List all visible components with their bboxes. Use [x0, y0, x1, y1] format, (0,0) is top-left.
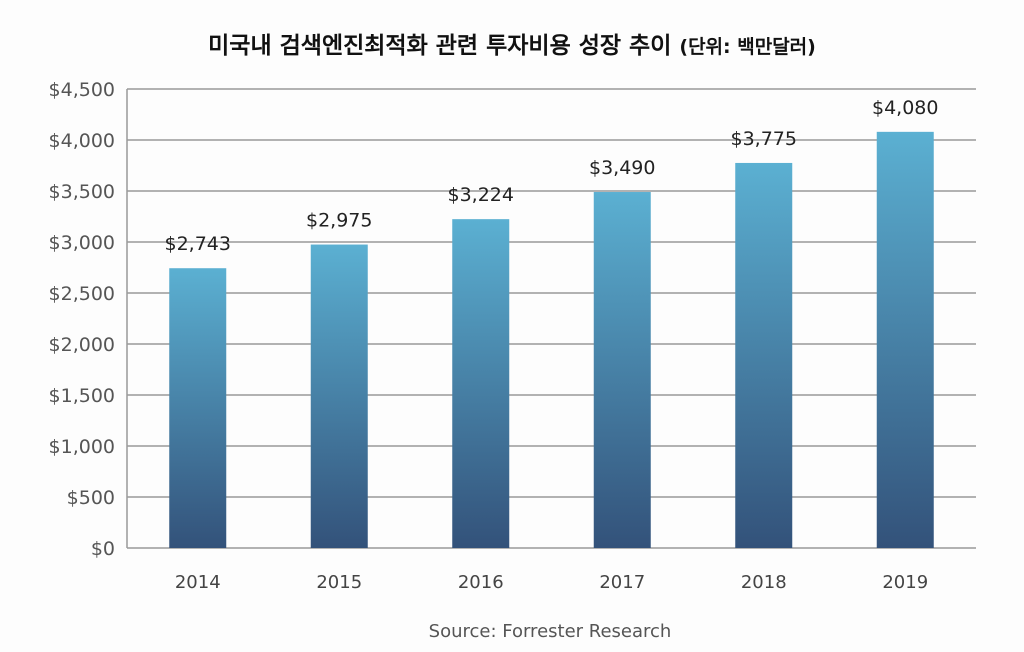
- bar: [876, 131, 934, 548]
- y-tick-label: $0: [91, 538, 115, 560]
- y-tick-label: $3,000: [49, 232, 115, 254]
- data-label: $2,743: [165, 233, 231, 255]
- data-label: $2,975: [306, 210, 372, 232]
- y-tick-label: $2,500: [49, 283, 115, 305]
- bar: [169, 268, 227, 548]
- y-tick-label: $4,000: [49, 130, 115, 152]
- x-tick-label: 2018: [741, 572, 787, 593]
- x-tick-label: 2014: [175, 572, 221, 593]
- data-label: $3,224: [448, 184, 514, 206]
- bar: [593, 192, 651, 548]
- data-label: $3,775: [731, 128, 797, 150]
- x-tick-label: 2019: [882, 572, 928, 593]
- x-tick-label: 2016: [458, 572, 504, 593]
- x-tick-label: 2015: [316, 572, 362, 593]
- data-label: $4,080: [872, 97, 938, 119]
- y-tick-label: $1,500: [49, 385, 115, 407]
- y-tick-label: $4,500: [49, 79, 115, 101]
- y-tick-label: $3,500: [49, 181, 115, 203]
- bar: [452, 219, 510, 549]
- bar: [310, 244, 368, 549]
- source-note: Source: Forrester Research: [429, 621, 672, 642]
- x-tick-label: 2017: [599, 572, 645, 593]
- y-tick-label: $1,000: [49, 436, 115, 458]
- y-tick-label: $500: [67, 487, 115, 509]
- data-label: $3,490: [589, 157, 655, 179]
- y-tick-label: $2,000: [49, 334, 115, 356]
- bar: [735, 162, 793, 548]
- chart-title: 미국내 검색엔진최적화 관련 투자비용 성장 추이 (단위: 백만달러): [208, 33, 816, 59]
